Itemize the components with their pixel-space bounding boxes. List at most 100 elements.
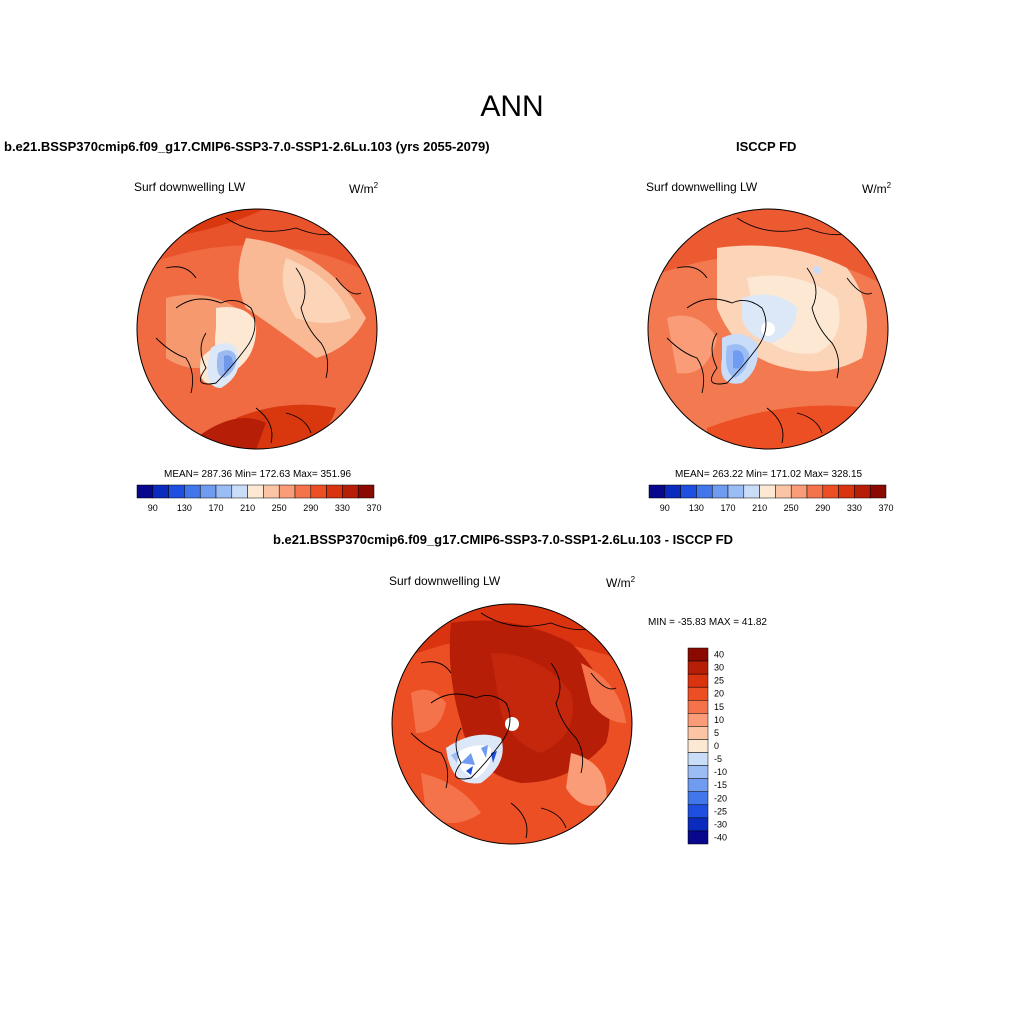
panel-3-colorbar-labels: 40 30 25 20 15 10 5 0 -5 -10 -15 -20 -25 -30 -40: [714, 650, 727, 843]
colorbar-swatch: [152, 484, 169, 499]
colorbar-tick-label: -10: [714, 767, 727, 777]
colorbar-tick-label: 40: [714, 650, 724, 660]
colorbar-swatch: [687, 700, 709, 714]
colorbar-swatch: [247, 484, 264, 499]
panel-1-colorbar-swatches: [136, 484, 375, 499]
colorbar-swatch: [687, 686, 709, 701]
colorbar-tick-label: -5: [714, 754, 722, 764]
colorbar-tick-label: 370: [878, 503, 893, 513]
colorbar-swatch: [869, 484, 887, 499]
colorbar-swatch: [184, 484, 201, 499]
colorbar-swatch: [687, 804, 709, 819]
panel-2-units: W/m2: [862, 181, 892, 196]
colorbar-tick-label: 130: [177, 503, 192, 513]
panel-2-colorbar-labels: 90 130 170 210 250 290 330 370: [660, 503, 894, 513]
colorbar-swatch: [687, 791, 709, 806]
colorbar-swatch: [727, 484, 745, 499]
colorbar-swatch: [687, 647, 709, 662]
panel-1-polar-map: [136, 208, 378, 450]
colorbar-swatch: [687, 778, 709, 792]
colorbar-tick-label: 130: [689, 503, 704, 513]
colorbar-swatch: [215, 484, 233, 499]
colorbar-tick-label: 210: [752, 503, 767, 513]
panel-2-stats: MEAN= 263.22 Min= 171.02 Max= 328.15: [675, 469, 863, 480]
colorbar-swatch: [294, 484, 312, 499]
colorbar-tick-label: 30: [714, 663, 724, 673]
colorbar-tick-label: 25: [714, 676, 724, 686]
colorbar-tick-label: 90: [660, 503, 670, 513]
colorbar-swatch: [687, 726, 709, 740]
colorbar-swatch: [687, 817, 709, 832]
colorbar-swatch: [664, 484, 681, 499]
colorbar-swatch: [136, 484, 154, 499]
panel-2-colorbar-swatches: [648, 484, 887, 499]
colorbar-tick-label: 250: [272, 503, 287, 513]
panel-1-stats: MEAN= 287.36 Min= 172.63 Max= 351.96: [164, 469, 352, 480]
colorbar-tick-label: 15: [714, 702, 724, 712]
panel-1-units: W/m2: [349, 181, 379, 196]
colorbar-swatch: [838, 484, 855, 499]
colorbar-swatch: [357, 484, 375, 499]
colorbar-tick-label: 330: [847, 503, 862, 513]
panel-1-variable: Surf downwelling LW: [134, 180, 246, 194]
colorbar-tick-label: 0: [714, 741, 719, 751]
colorbar-swatch: [687, 752, 709, 766]
colorbar-tick-label: 5: [714, 728, 719, 738]
colorbar-tick-label: 290: [815, 503, 830, 513]
colorbar-swatch: [854, 484, 871, 499]
panel-2-polar-map: [647, 208, 889, 450]
panel-3-title: b.e21.BSSP370cmip6.f09_g17.CMIP6-SSP3-7.…: [273, 532, 734, 547]
panel-3-polar-map: [391, 603, 633, 845]
panel-3-stats: MIN = -35.83 MAX = 41.82: [648, 617, 767, 628]
panel-2-colorbar: 90 130 170 210 250 290 330 370: [648, 484, 894, 513]
colorbar-swatch: [168, 484, 185, 499]
colorbar-swatch: [790, 484, 808, 499]
colorbar-tick-label: -25: [714, 806, 727, 816]
colorbar-swatch: [342, 484, 359, 499]
colorbar-swatch: [743, 484, 760, 499]
colorbar-swatch: [326, 484, 343, 499]
panel-2-variable: Surf downwelling LW: [646, 180, 758, 194]
colorbar-swatch: [231, 484, 248, 499]
colorbar-tick-label: -30: [714, 819, 727, 829]
colorbar-swatch: [687, 660, 709, 675]
colorbar-swatch: [687, 739, 709, 753]
panel-3-colorbar-swatches: [687, 647, 709, 845]
colorbar-swatch: [806, 484, 824, 499]
colorbar-tick-label: 330: [335, 503, 350, 513]
colorbar-swatch: [199, 484, 217, 499]
colorbar-swatch: [263, 484, 280, 499]
panel-3-units: W/m2: [606, 575, 636, 590]
colorbar-swatch: [687, 673, 709, 688]
colorbar-tick-label: 250: [784, 503, 799, 513]
colorbar-tick-label: 10: [714, 715, 724, 725]
colorbar-swatch: [696, 484, 713, 499]
colorbar-swatch: [310, 484, 327, 499]
colorbar-tick-label: 90: [148, 503, 158, 513]
colorbar-tick-label: -20: [714, 793, 727, 803]
colorbar-swatch: [648, 484, 666, 499]
colorbar-swatch: [278, 484, 296, 499]
panel-1-colorbar-labels: 90 130 170 210 250 290 330 370: [148, 503, 382, 513]
colorbar-tick-label: 290: [303, 503, 318, 513]
colorbar-tick-label: 170: [208, 503, 223, 513]
colorbar-swatch: [822, 484, 839, 499]
colorbar-swatch: [687, 830, 709, 845]
colorbar-swatch: [687, 713, 709, 727]
panel-1-colorbar: 90 130 170 210 250 290 330 370: [136, 484, 382, 513]
panel-2-title: ISCCP FD: [736, 139, 797, 154]
panel-3-variable: Surf downwelling LW: [389, 574, 501, 588]
colorbar-swatch: [711, 484, 729, 499]
colorbar-swatch: [680, 484, 697, 499]
colorbar-tick-label: -15: [714, 780, 727, 790]
panel-1-title: b.e21.BSSP370cmip6.f09_g17.CMIP6-SSP3-7.…: [4, 139, 490, 154]
colorbar-swatch: [775, 484, 792, 499]
colorbar-swatch: [687, 765, 709, 779]
colorbar-tick-label: 370: [366, 503, 381, 513]
colorbar-tick-label: -40: [714, 832, 727, 842]
colorbar-tick-label: 170: [720, 503, 735, 513]
panel-3-colorbar: 40 30 25 20 15 10 5 0 -5 -10 -15 -20 -25 -30 -40: [687, 647, 727, 845]
colorbar-tick-label: 210: [240, 503, 255, 513]
colorbar-tick-label: 20: [714, 689, 724, 699]
page-title: ANN: [480, 90, 544, 123]
